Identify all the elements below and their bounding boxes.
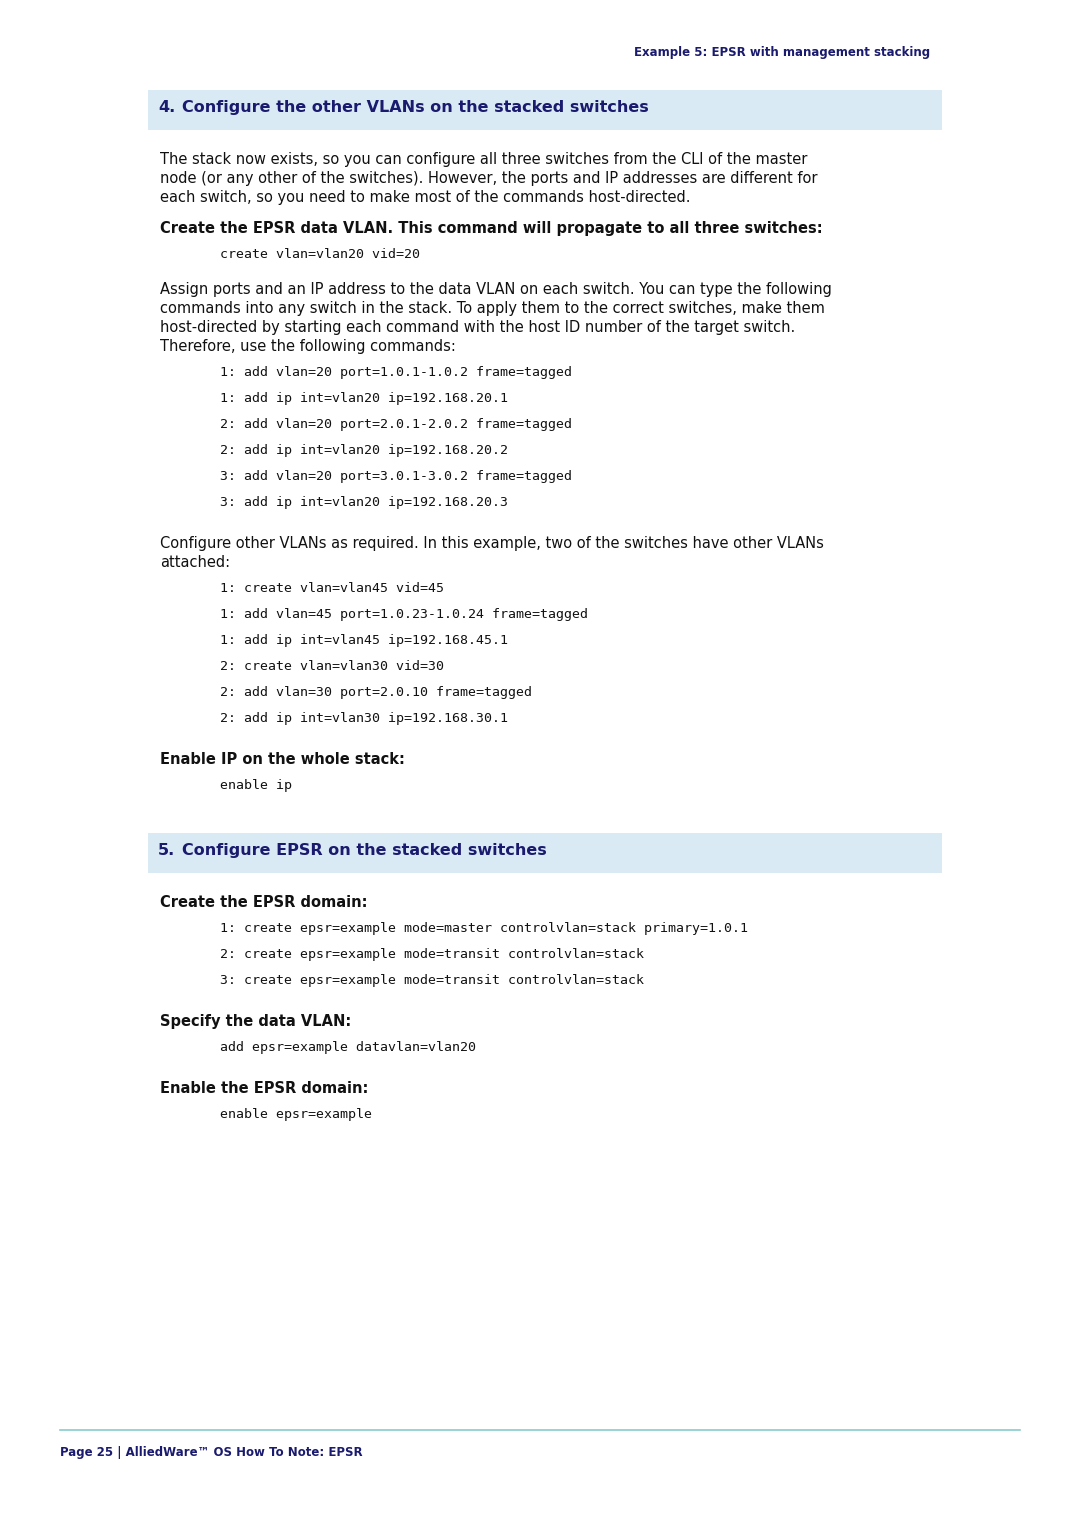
Text: commands into any switch in the stack. To apply them to the correct switches, ma: commands into any switch in the stack. T… [160, 301, 825, 316]
Text: add epsr=example datavlan=vlan20: add epsr=example datavlan=vlan20 [220, 1041, 476, 1054]
Text: 2: add vlan=20 port=2.0.1-2.0.2 frame=tagged: 2: add vlan=20 port=2.0.1-2.0.2 frame=ta… [220, 418, 572, 431]
Text: create vlan=vlan20 vid=20: create vlan=vlan20 vid=20 [220, 247, 420, 261]
Text: 2: create vlan=vlan30 vid=30: 2: create vlan=vlan30 vid=30 [220, 660, 444, 673]
Text: Example 5: EPSR with management stacking: Example 5: EPSR with management stacking [634, 46, 930, 60]
Text: 2: add vlan=30 port=2.0.10 frame=tagged: 2: add vlan=30 port=2.0.10 frame=tagged [220, 686, 532, 699]
Text: 1: add ip int=vlan45 ip=192.168.45.1: 1: add ip int=vlan45 ip=192.168.45.1 [220, 634, 508, 647]
Text: enable epsr=example: enable epsr=example [220, 1109, 372, 1121]
Text: 5.: 5. [158, 843, 175, 858]
Text: 3: add ip int=vlan20 ip=192.168.20.3: 3: add ip int=vlan20 ip=192.168.20.3 [220, 496, 508, 508]
Text: Enable IP on the whole stack:: Enable IP on the whole stack: [160, 751, 405, 767]
Text: 2: add ip int=vlan20 ip=192.168.20.2: 2: add ip int=vlan20 ip=192.168.20.2 [220, 444, 508, 457]
Text: Configure other VLANs as required. In this example, two of the switches have oth: Configure other VLANs as required. In th… [160, 536, 824, 551]
Text: Assign ports and an IP address to the data VLAN on each switch. You can type the: Assign ports and an IP address to the da… [160, 282, 832, 296]
Bar [148, 90, 942, 130]
Text: 1: add vlan=45 port=1.0.23-1.0.24 frame=tagged: 1: add vlan=45 port=1.0.23-1.0.24 frame=… [220, 608, 588, 621]
Text: Enable the EPSR domain:: Enable the EPSR domain: [160, 1081, 368, 1096]
Text: Create the EPSR data VLAN. This command will propagate to all three switches:: Create the EPSR data VLAN. This command … [160, 221, 823, 237]
Text: 1: add vlan=20 port=1.0.1-1.0.2 frame=tagged: 1: add vlan=20 port=1.0.1-1.0.2 frame=ta… [220, 366, 572, 379]
Text: 2: add ip int=vlan30 ip=192.168.30.1: 2: add ip int=vlan30 ip=192.168.30.1 [220, 712, 508, 725]
Text: 3: create epsr=example mode=transit controlvlan=stack: 3: create epsr=example mode=transit cont… [220, 974, 644, 986]
Text: Configure EPSR on the stacked switches: Configure EPSR on the stacked switches [183, 843, 546, 858]
Text: Page 25 | AlliedWare™ OS How To Note: EPSR: Page 25 | AlliedWare™ OS How To Note: EP… [60, 1446, 363, 1458]
Text: each switch, so you need to make most of the commands host-directed.: each switch, so you need to make most of… [160, 189, 690, 205]
Text: host-directed by starting each command with the host ID number of the target swi: host-directed by starting each command w… [160, 321, 795, 334]
Text: 4.: 4. [158, 99, 175, 115]
Text: 1: create epsr=example mode=master controlvlan=stack primary=1.0.1: 1: create epsr=example mode=master contr… [220, 922, 748, 935]
Text: 2: create epsr=example mode=transit controlvlan=stack: 2: create epsr=example mode=transit cont… [220, 948, 644, 960]
Text: Therefore, use the following commands:: Therefore, use the following commands: [160, 339, 456, 354]
Text: node (or any other of the switches). However, the ports and IP addresses are dif: node (or any other of the switches). How… [160, 171, 818, 186]
Text: attached:: attached: [160, 554, 230, 570]
Text: Specify the data VLAN:: Specify the data VLAN: [160, 1014, 351, 1029]
Text: enable ip: enable ip [220, 779, 292, 793]
Text: 3: add vlan=20 port=3.0.1-3.0.2 frame=tagged: 3: add vlan=20 port=3.0.1-3.0.2 frame=ta… [220, 470, 572, 483]
Text: The stack now exists, so you can configure all three switches from the CLI of th: The stack now exists, so you can configu… [160, 153, 808, 166]
Bar [148, 834, 942, 873]
Text: 1: add ip int=vlan20 ip=192.168.20.1: 1: add ip int=vlan20 ip=192.168.20.1 [220, 392, 508, 405]
Text: 1: create vlan=vlan45 vid=45: 1: create vlan=vlan45 vid=45 [220, 582, 444, 596]
Text: Create the EPSR domain:: Create the EPSR domain: [160, 895, 367, 910]
Text: Configure the other VLANs on the stacked switches: Configure the other VLANs on the stacked… [183, 99, 649, 115]
